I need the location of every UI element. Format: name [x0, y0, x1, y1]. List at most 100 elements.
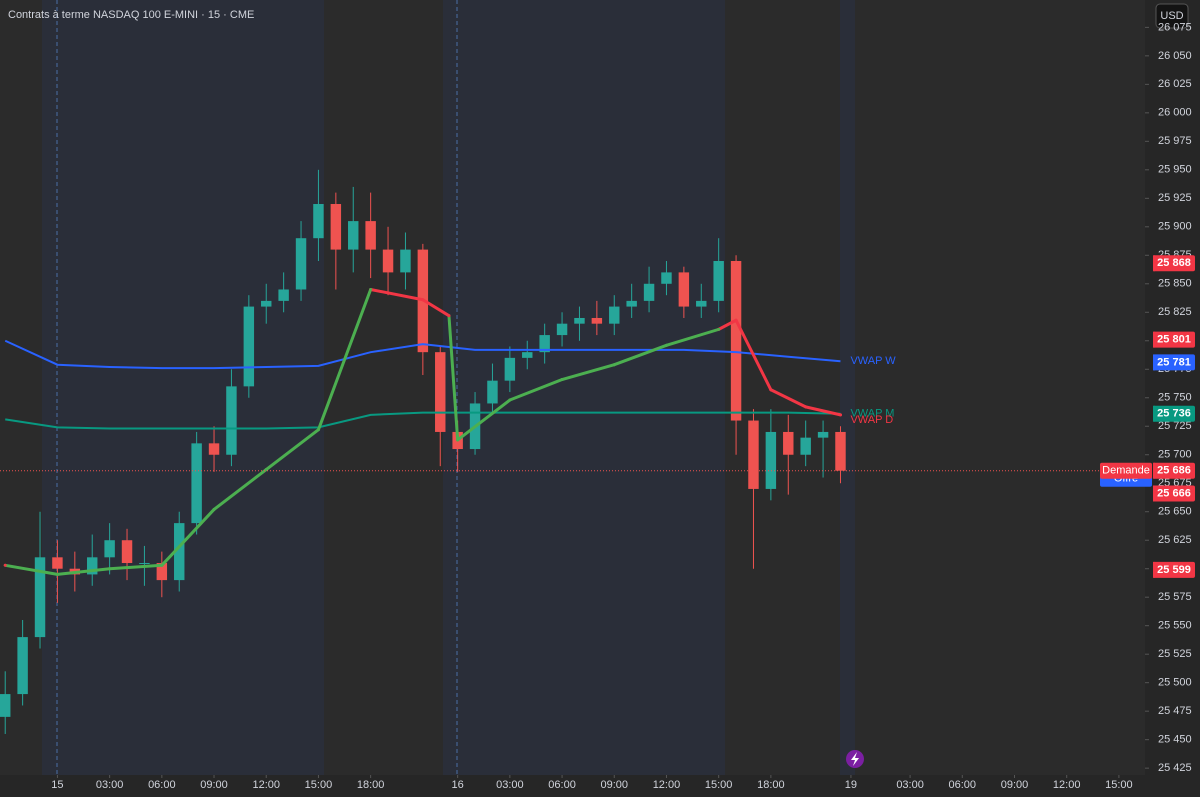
y-tick-label: 26 075 — [1158, 21, 1192, 33]
vwap-segment — [447, 314, 460, 442]
candle-body — [435, 352, 446, 432]
y-tick-label: 25 525 — [1158, 648, 1192, 660]
vwap-color-point — [108, 567, 112, 571]
price-tag-label: 25 686 — [1157, 465, 1191, 477]
candle-body — [52, 557, 63, 569]
vwap-color-point — [508, 398, 512, 402]
session-shade — [840, 0, 855, 775]
candle-body — [661, 272, 672, 284]
order-tag-label: Demande — [1102, 465, 1150, 477]
candle-body — [17, 637, 28, 695]
x-tick-label: 06:00 — [548, 779, 576, 791]
price-tag — [1153, 405, 1195, 422]
vwap-segment — [421, 298, 451, 318]
time-axis — [0, 775, 1145, 797]
vwap-color-point — [838, 413, 842, 417]
vwap-color-point — [717, 327, 721, 331]
candle-body — [104, 540, 115, 558]
candle-body — [574, 317, 585, 324]
y-tick-label: 25 925 — [1158, 192, 1192, 204]
y-tick-label: 25 625 — [1158, 534, 1192, 546]
price-axis — [1145, 0, 1200, 797]
price-tag-color — [1153, 561, 1155, 578]
vwap-segment — [560, 363, 616, 382]
vwap-color-point — [264, 468, 268, 472]
vwap-segment — [769, 388, 808, 409]
vwap-segment — [160, 507, 216, 567]
session-shade — [42, 0, 324, 775]
y-tick-label: 25 850 — [1158, 278, 1192, 290]
y-tick-label: 25 500 — [1158, 677, 1192, 689]
candle-body — [643, 283, 655, 301]
vwap-segment — [316, 287, 373, 432]
vwap-segment — [664, 327, 721, 347]
x-tick-label: 03:00 — [896, 779, 924, 791]
price-tag — [1153, 462, 1195, 479]
candle-body — [348, 221, 359, 250]
y-tick-label: 26 000 — [1158, 107, 1192, 119]
vwap-color-point — [160, 563, 164, 567]
plot — [0, 169, 1145, 734]
price-tag-label: 25 868 — [1157, 257, 1191, 269]
y-tick-label: 25 900 — [1158, 221, 1192, 233]
candle-body — [609, 306, 620, 324]
candle-body — [748, 420, 759, 489]
candle-body — [139, 563, 150, 565]
vwap-segment — [804, 405, 842, 417]
candle-body — [330, 204, 342, 250]
candle-body — [243, 306, 255, 387]
candle-body — [487, 380, 498, 404]
candle-body — [261, 300, 272, 307]
vwap-color-point — [769, 388, 773, 392]
y-tick-label: 25 550 — [1158, 620, 1192, 632]
x-tick-label: 12:00 — [252, 779, 280, 791]
candle-body — [591, 317, 603, 324]
candle-body — [678, 272, 690, 307]
x-tick-label: 09:00 — [1001, 779, 1029, 791]
vwap-line — [5, 411, 841, 430]
candle-body — [313, 204, 324, 239]
vwap-color-point — [316, 428, 320, 432]
x-tick-label: 18:00 — [757, 779, 785, 791]
y-tick-label: 25 575 — [1158, 591, 1192, 603]
x-tick-label: 06:00 — [949, 779, 977, 791]
x-tick-label: 12:00 — [1053, 779, 1081, 791]
vwap-segment — [508, 378, 564, 402]
currency-label[interactable]: USD — [1160, 10, 1183, 22]
candle-body — [174, 523, 185, 581]
x-tick-label: 15:00 — [305, 779, 333, 791]
candle-body — [278, 289, 289, 301]
session-shade — [443, 0, 725, 775]
y-tick-label: 25 425 — [1158, 762, 1192, 774]
vwap-color-point — [369, 287, 373, 291]
candle-body — [626, 300, 637, 307]
price-tag-color — [1153, 331, 1155, 348]
price-tag-label: 25 666 — [1157, 487, 1191, 499]
vwap-color-point — [421, 298, 425, 302]
vwap-color-point — [212, 507, 216, 511]
y-tick-label: 25 650 — [1158, 506, 1192, 518]
vwap-segment — [612, 343, 668, 367]
legend-entry: VWAP D — [850, 414, 893, 426]
currency-button[interactable] — [1155, 3, 1189, 29]
vwap-segment — [734, 318, 773, 392]
candle-body — [121, 540, 133, 564]
y-tick-label: 25 725 — [1158, 420, 1192, 432]
price-tag — [1153, 354, 1195, 371]
candle-body — [817, 431, 829, 438]
candle-body — [730, 260, 742, 421]
y-tick-label: 25 750 — [1158, 392, 1192, 404]
x-tick-label: 03:00 — [496, 779, 524, 791]
price-tag-color — [1153, 255, 1155, 272]
price-tag-label: 25 599 — [1157, 564, 1191, 576]
candle-body — [556, 323, 568, 336]
x-tick-label: 06:00 — [148, 779, 176, 791]
price-tag — [1153, 255, 1195, 272]
x-tick-label: 18:00 — [357, 779, 385, 791]
price-tag-color — [1153, 405, 1155, 422]
candle-body — [156, 563, 168, 581]
candle-body — [295, 238, 307, 290]
x-tick-label: 15 — [51, 779, 63, 791]
y-tick-label: 25 825 — [1158, 306, 1192, 318]
candle-body — [800, 437, 811, 455]
